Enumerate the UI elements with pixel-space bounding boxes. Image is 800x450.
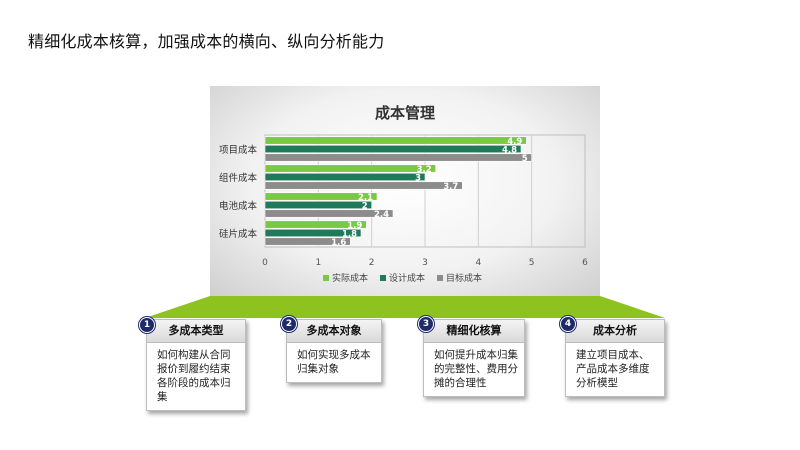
bar-value-label: 3.7	[443, 182, 458, 192]
x-tick-label: 4	[475, 258, 481, 268]
bar-value-label: 3.2	[417, 165, 432, 175]
bar	[264, 153, 532, 162]
bar	[264, 220, 367, 229]
card-2-number-badge: 2	[281, 316, 297, 332]
bar-value-label: 5	[522, 154, 528, 164]
category-label: 项目成本	[219, 144, 258, 156]
card-1: 多成本类型 如何构建从合同报价到履约结束各阶段的成本归集	[146, 319, 246, 411]
bar	[264, 237, 351, 246]
card-3-body: 如何提升成本归集的完整性、费用分摊的合理性	[434, 349, 518, 389]
bar-value-label: 4.8	[502, 145, 517, 155]
card-2-body: 如何实现多成本归集对象	[297, 349, 371, 375]
bar-value-label: 1.8	[342, 229, 357, 239]
card-4: 成本分析 建立项目成本、产品成本多维度分析模型	[565, 319, 665, 397]
bar-value-label: 1.6	[331, 238, 346, 248]
legend-label: 目标成本	[446, 272, 482, 284]
legend-label: 实际成本	[332, 272, 368, 284]
bar	[264, 144, 522, 154]
legend-label: 设计成本	[389, 272, 425, 284]
x-tick-label: 2	[369, 258, 375, 268]
card-3-title: 精细化核算	[424, 320, 524, 343]
bar-value-label: 2.4	[374, 210, 389, 220]
x-tick-label: 1	[315, 258, 321, 268]
card-3-number-badge: 3	[418, 316, 434, 332]
card-1-title: 多成本类型	[147, 320, 245, 343]
x-tick-label: 3	[422, 258, 428, 268]
bar	[264, 181, 463, 190]
category-label: 电池成本	[219, 200, 258, 212]
legend-swatch	[323, 275, 329, 281]
bar-value-label: 4.9	[507, 137, 522, 147]
bar-value-label: 3	[415, 173, 421, 183]
card-1-body: 如何构建从合同报价到履约结束各阶段的成本归集	[157, 349, 231, 403]
card-3: 精细化核算 如何提升成本归集的完整性、费用分摊的合理性	[423, 319, 525, 397]
card-4-number-badge: 4	[560, 316, 576, 332]
bar-value-label: 2	[362, 201, 368, 211]
x-tick-label: 6	[582, 258, 588, 268]
bar	[264, 136, 527, 145]
bar	[264, 200, 372, 210]
x-tick-label: 0	[262, 258, 268, 268]
legend-swatch	[437, 275, 443, 281]
bar-value-label: 1.9	[347, 221, 362, 231]
card-2-title: 多成本对象	[287, 320, 381, 343]
bar	[264, 172, 426, 182]
bar-value-label: 2.1	[358, 193, 373, 203]
bar	[264, 209, 394, 218]
card-2: 多成本对象 如何实现多成本归集对象	[286, 319, 382, 383]
card-4-body: 建立项目成本、产品成本多维度分析模型	[576, 349, 650, 389]
card-1-number-badge: 1	[139, 317, 155, 333]
chart-title: 成本管理	[375, 104, 435, 122]
bar	[264, 228, 362, 238]
legend-swatch	[380, 275, 386, 281]
bar	[264, 164, 436, 173]
bar	[264, 192, 378, 201]
x-tick-label: 5	[529, 258, 535, 268]
card-4-title: 成本分析	[566, 320, 664, 343]
category-label: 组件成本	[219, 172, 258, 184]
slide-title: 精细化成本核算，加强成本的横向、纵向分析能力	[28, 32, 385, 51]
category-label: 硅片成本	[219, 228, 258, 240]
